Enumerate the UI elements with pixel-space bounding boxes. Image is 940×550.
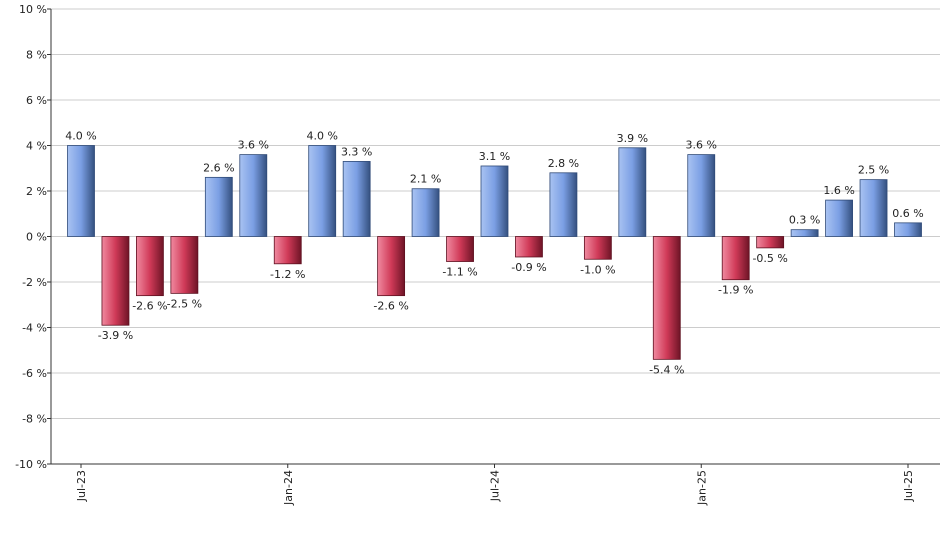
- bar: [136, 236, 164, 297]
- data-label: -1.0 %: [580, 263, 615, 276]
- bar: [515, 236, 543, 258]
- y-tick-label: -10 %: [15, 458, 47, 471]
- data-label: 3.6 %: [686, 139, 717, 152]
- bar: [480, 165, 509, 237]
- bar: [446, 236, 474, 262]
- bar: [377, 236, 406, 297]
- data-label: 2.6 %: [203, 161, 234, 174]
- bar: [790, 229, 819, 237]
- data-label: 2.5 %: [858, 164, 889, 177]
- data-label: -3.9 %: [98, 329, 133, 342]
- x-tick-label: Jan-25: [695, 470, 708, 506]
- bars: [67, 145, 922, 360]
- data-label: 2.1 %: [410, 173, 441, 186]
- bar: [756, 236, 785, 249]
- x-tick-label: Jul-25: [902, 470, 915, 502]
- data-label: 3.9 %: [617, 132, 648, 145]
- y-tick-label: 10 %: [19, 3, 47, 16]
- data-label: 3.1 %: [479, 150, 510, 163]
- x-axis-ticks: Jul-23 Jan-24 Jul-24 Jan-25 Jul-25: [75, 464, 915, 506]
- axes: [50, 9, 940, 465]
- data-label: 3.6 %: [238, 139, 269, 152]
- y-tick-label: 8 %: [26, 49, 47, 62]
- data-label: 4.0 %: [65, 130, 96, 143]
- bar: [411, 188, 440, 237]
- bar: [859, 179, 888, 237]
- data-label: -5.4 %: [649, 363, 684, 376]
- x-tick-label: Jul-23: [75, 470, 88, 502]
- y-tick-label: 6 %: [26, 94, 47, 107]
- bar: [721, 236, 750, 281]
- bar: [67, 145, 95, 237]
- y-tick-label: -2 %: [22, 276, 47, 289]
- data-label: -1.9 %: [718, 284, 753, 297]
- data-label: -0.5 %: [752, 252, 787, 265]
- bar: [825, 199, 853, 237]
- data-label: -1.1 %: [442, 266, 477, 279]
- data-labels: 4.0 %-3.9 %-2.6 % -2.5 %2.6 %3.6 %-1.2 %4…: [65, 130, 923, 377]
- y-tick-label: 4 %: [26, 140, 47, 153]
- y-axis-ticks: 10 % 8 % 6 % 4 % 2 % 0 % -2 % -4 % -6 % -8 % -10 %: [15, 3, 51, 471]
- bar: [687, 154, 716, 237]
- data-label: 0.3 %: [789, 214, 820, 227]
- bar: [618, 147, 647, 237]
- data-label: -1.2 %: [270, 268, 305, 281]
- data-label: 1.6 %: [823, 184, 854, 197]
- y-tick-label: 0 %: [26, 231, 47, 244]
- bar: [273, 236, 302, 265]
- y-tick-label: 2 %: [26, 185, 47, 198]
- bar: [204, 176, 233, 237]
- data-label: -2.6 %: [373, 300, 408, 313]
- data-label: 4.0 %: [306, 130, 337, 143]
- y-tick-label: -6 %: [22, 367, 47, 380]
- bar: [170, 236, 199, 294]
- bar: [308, 145, 337, 237]
- data-label: -0.9 %: [511, 261, 546, 274]
- bar: [549, 172, 578, 237]
- data-label: -2.5 %: [167, 297, 202, 310]
- y-tick-label: -8 %: [22, 413, 47, 426]
- x-tick-label: Jul-24: [489, 470, 502, 502]
- bar: [101, 236, 130, 326]
- data-label: 3.3 %: [341, 145, 372, 158]
- y-tick-label: -4 %: [22, 322, 47, 335]
- bar: [652, 236, 681, 360]
- bar: [894, 222, 922, 237]
- data-label: 2.8 %: [548, 157, 579, 170]
- data-label: -2.6 %: [132, 300, 167, 313]
- data-label: 0.6 %: [892, 207, 923, 220]
- bar: [239, 154, 268, 237]
- bar: [342, 161, 371, 237]
- bar: [583, 236, 612, 260]
- x-tick-label: Jan-24: [282, 470, 295, 506]
